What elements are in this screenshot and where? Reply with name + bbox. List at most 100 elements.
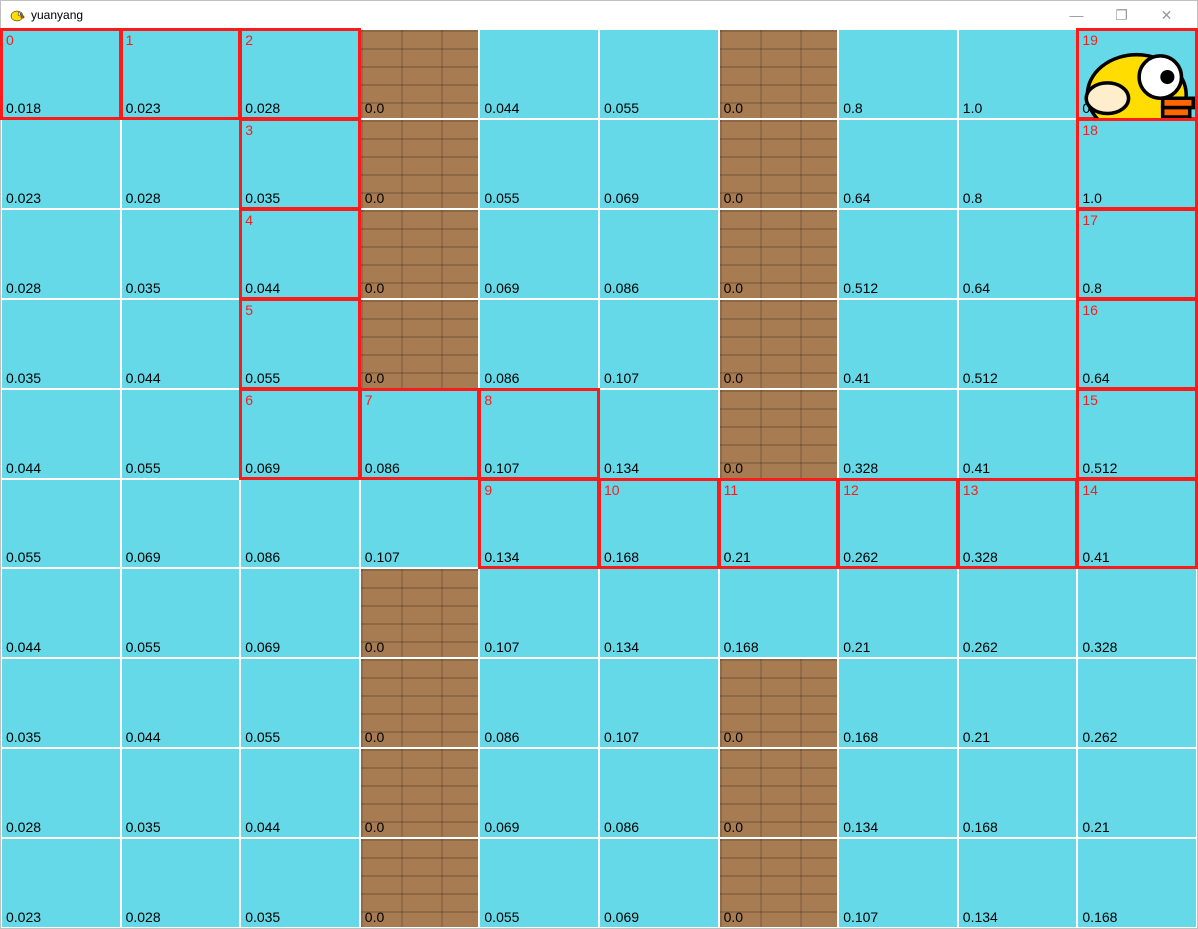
cell-value-label: 0.028 (245, 100, 280, 116)
grid-cell: 0.055 (240, 658, 360, 748)
cell-value-label: 0.044 (484, 100, 519, 116)
grid-cell: 0.069 (479, 748, 599, 838)
grid-cell: 0.41 (838, 299, 958, 389)
grid-cell: 0.044 (240, 748, 360, 838)
cell-value-label: 0.055 (604, 100, 639, 116)
grid-cell: 0.069 (240, 568, 360, 658)
cell-value-label: 0.035 (245, 190, 280, 206)
path-index-label: 3 (245, 122, 253, 138)
grid-cell: 0.0 (719, 658, 839, 748)
path-index-label: 12 (843, 482, 859, 498)
grid-cell: 181.0 (1077, 119, 1197, 209)
grid-cell: 0.21 (958, 658, 1078, 748)
app-window: yuanyang — ❐ ✕ 00.01810.02320.0280.00.04… (0, 0, 1198, 929)
game-grid: 00.01810.02320.0280.00.0440.0550.00.81.0… (1, 29, 1197, 928)
grid-cell: 0.134 (599, 389, 719, 479)
grid-cell: 0.0 (360, 838, 480, 928)
cell-value-label: 0.086 (245, 549, 280, 565)
cell-value-label: 0.168 (1082, 909, 1117, 925)
cell-value-label: 0.328 (1082, 639, 1117, 655)
cell-value-label: 0.8 (1082, 280, 1101, 296)
cell-value-label: 0.055 (126, 639, 161, 655)
grid-cell: 0.0 (719, 119, 839, 209)
grid-cell: 0.107 (599, 299, 719, 389)
grid-cell: 0.8 (958, 119, 1078, 209)
grid-cell: 0.328 (1077, 568, 1197, 658)
grid-cell: 0.055 (479, 119, 599, 209)
grid-cell: 50.055 (240, 299, 360, 389)
grid-cell: 12 0.262 (838, 479, 958, 569)
grid-cell: 0.044 (1, 389, 121, 479)
cell-value-label: 0.512 (963, 370, 998, 386)
path-index-label: 7 (365, 392, 373, 408)
cell-value-label: 0.0 (724, 280, 743, 296)
close-button[interactable]: ✕ (1144, 1, 1189, 29)
grid-cell: 0.0 (360, 119, 480, 209)
cell-value-label: 0.0 (365, 909, 384, 925)
grid-cell: 0.0 (360, 748, 480, 838)
cell-value-label: 0.0 (365, 370, 384, 386)
cell-value-label: 0.21 (963, 729, 990, 745)
cell-value-label: 0.168 (604, 549, 639, 565)
cell-value-label: 0.0 (724, 190, 743, 206)
grid-cell: 0.023 (1, 119, 121, 209)
grid-cell: 0.262 (958, 568, 1078, 658)
grid-cell: 0.055 (121, 568, 241, 658)
cell-value-label: 0.044 (245, 280, 280, 296)
cell-value-label: 0.044 (126, 370, 161, 386)
grid-cell: 0.134 (599, 568, 719, 658)
grid-cell: 0.086 (479, 658, 599, 748)
cell-value-label: 0.107 (843, 909, 878, 925)
minimize-button[interactable]: — (1054, 1, 1099, 29)
cell-value-label: 0.086 (365, 460, 400, 476)
cell-value-label: 0.0 (365, 729, 384, 745)
grid-cell: 0.107 (838, 838, 958, 928)
grid-cell: 10 0.168 (599, 479, 719, 569)
path-index-label: 10 (604, 482, 620, 498)
path-index-label: 2 (245, 32, 253, 48)
path-index-label: 13 (963, 482, 979, 498)
cell-value-label: 0.035 (126, 819, 161, 835)
grid-cell: 0.055 (479, 838, 599, 928)
cell-value-label: 0.055 (484, 190, 519, 206)
cell-value-label: 0.41 (843, 370, 870, 386)
grid-cell: 0.035 (121, 209, 241, 299)
grid-cell: 0.512 (958, 299, 1078, 389)
grid-cell: 0.0 (360, 568, 480, 658)
cell-value-label: 0.086 (484, 729, 519, 745)
grid-cell: 7 0.086 (360, 389, 480, 479)
path-index-label: 6 (245, 392, 253, 408)
cell-value-label: 0.055 (245, 729, 280, 745)
grid-cell: 0.0 (719, 838, 839, 928)
grid-cell: 0.21 (1077, 748, 1197, 838)
grid-cell: 0.069 (479, 209, 599, 299)
cell-value-label: 0.64 (963, 280, 990, 296)
window-title: yuanyang (31, 8, 1054, 22)
cell-value-label: 0.0 (365, 819, 384, 835)
path-index-label: 8 (484, 392, 492, 408)
grid-cell: 3 0.035 (240, 119, 360, 209)
cell-value-label: 0.134 (843, 819, 878, 835)
cell-value-label: 0.0 (724, 729, 743, 745)
grid-cell: 0.086 (599, 209, 719, 299)
cell-value-label: 0.262 (843, 549, 878, 565)
cell-value-label: 0.0 (724, 100, 743, 116)
cell-value-label: 0.107 (365, 549, 400, 565)
cell-value-label: 0.035 (126, 280, 161, 296)
cell-value-label: 0.21 (724, 549, 751, 565)
cell-value-label: 0.168 (724, 639, 759, 655)
cell-value-label: 0.21 (843, 639, 870, 655)
cell-value-label: 0.64 (1082, 370, 1109, 386)
grid-cell: 0.044 (479, 29, 599, 119)
grid-cell: 160.64 (1077, 299, 1197, 389)
grid-cell: 0.41 (958, 389, 1078, 479)
titlebar: yuanyang — ❐ ✕ (1, 1, 1197, 29)
grid-cell: 0.035 (240, 838, 360, 928)
grid-cell: 0.023 (1, 838, 121, 928)
maximize-button[interactable]: ❐ (1099, 1, 1144, 29)
cell-value-label: 0.086 (604, 280, 639, 296)
grid-cell: 0.069 (599, 838, 719, 928)
cell-value-label: 0.044 (6, 460, 41, 476)
cell-value-label: 0.107 (604, 370, 639, 386)
grid-cell: 1.0 (958, 29, 1078, 119)
